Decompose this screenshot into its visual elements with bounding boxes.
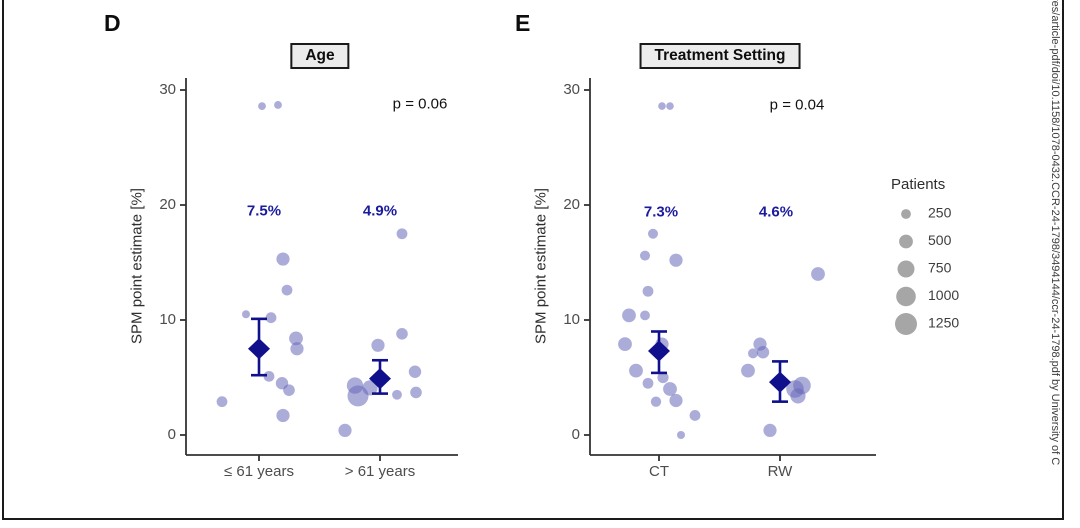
- y-tick-label: 30: [159, 81, 176, 98]
- data-point: [410, 386, 422, 399]
- legend-bubble: [896, 286, 916, 307]
- mean-diamond: [248, 338, 270, 360]
- y-tick-label: 10: [159, 311, 176, 328]
- data-point: [371, 338, 385, 352]
- panel-d-pvalue: p = 0.06: [392, 95, 448, 113]
- y-tick-label: 0: [168, 426, 176, 443]
- data-point: [669, 393, 683, 408]
- data-point: [763, 423, 777, 437]
- data-point: [689, 410, 701, 421]
- data-point: [642, 377, 654, 389]
- data-point: [265, 312, 277, 324]
- data-point: [640, 250, 650, 261]
- panel-e-letter: E: [515, 10, 531, 36]
- panel-d-title: Age: [290, 43, 350, 69]
- data-point: [408, 365, 422, 378]
- data-point: [338, 423, 352, 437]
- panel-d-letter: D: [104, 10, 121, 36]
- data-point: [290, 342, 304, 356]
- data-point: [640, 310, 650, 321]
- panel-e-title: Treatment Setting: [639, 43, 801, 69]
- x-tick-label: ≤ 61 years: [224, 463, 294, 480]
- y-tick-label: 10: [563, 311, 580, 328]
- data-point: [396, 228, 408, 240]
- y-tick-label: 0: [572, 426, 580, 443]
- data-point: [650, 396, 662, 407]
- legend-bubble: [897, 260, 915, 278]
- data-point: [216, 396, 228, 408]
- data-point: [741, 363, 755, 378]
- data-point: [263, 370, 275, 382]
- data-point: [663, 382, 677, 396]
- data-point: [276, 252, 290, 266]
- data-point: [392, 389, 402, 400]
- y-tick-label: 20: [159, 196, 176, 213]
- data-point: [811, 267, 825, 281]
- legend-bubble: [899, 234, 913, 249]
- data-point: [362, 380, 378, 396]
- x-tick-label: CT: [649, 463, 669, 480]
- mean-diamond: [369, 368, 391, 390]
- legend-size-label: 1000: [928, 287, 959, 303]
- panel-e-pvalue: p = 0.04: [769, 96, 825, 114]
- figure-border-frame: [2, 0, 1064, 520]
- data-point: [396, 328, 408, 340]
- legend-size-label: 750: [928, 260, 952, 276]
- legend-size-label: 250: [928, 205, 952, 221]
- y-tick-label: 20: [563, 196, 580, 213]
- data-point: [756, 346, 770, 359]
- data-point: [748, 348, 758, 359]
- legend-size-label: 500: [928, 232, 952, 248]
- data-point: [622, 308, 636, 323]
- data-point: [790, 388, 806, 404]
- data-point: [276, 408, 290, 423]
- data-point: [618, 337, 632, 352]
- data-point: [274, 101, 282, 109]
- legend-size-label: 1250: [928, 315, 959, 331]
- estimate-label-e-group2: 4.6%: [758, 203, 794, 221]
- data-point: [648, 228, 658, 239]
- data-point: [283, 384, 295, 396]
- data-point: [629, 363, 643, 378]
- estimate-label-d-group1: 7.5%: [246, 202, 282, 220]
- data-point: [666, 102, 674, 110]
- data-point: [658, 102, 666, 110]
- data-point: [258, 102, 266, 110]
- y-tick-label: 30: [563, 81, 580, 98]
- legend-title: Patients: [891, 176, 946, 193]
- data-point: [677, 431, 685, 439]
- legend-bubble: [901, 209, 911, 219]
- mean-diamond: [648, 340, 670, 362]
- x-tick-label: RW: [768, 463, 794, 480]
- estimate-label-d-group2: 4.9%: [362, 202, 398, 220]
- estimate-label-e-group1: 7.3%: [643, 203, 679, 221]
- data-point: [669, 253, 683, 267]
- data-point: [281, 284, 293, 296]
- x-tick-label: > 61 years: [345, 463, 415, 480]
- legend-bubble: [895, 313, 917, 335]
- mean-diamond: [769, 371, 791, 393]
- data-point: [242, 310, 250, 319]
- pdf-watermark-text: res/article-pdf/doi/10.1158/1078-0432.CC…: [1049, 0, 1061, 466]
- data-point: [289, 331, 303, 346]
- data-point: [642, 285, 654, 297]
- data-point: [657, 371, 669, 384]
